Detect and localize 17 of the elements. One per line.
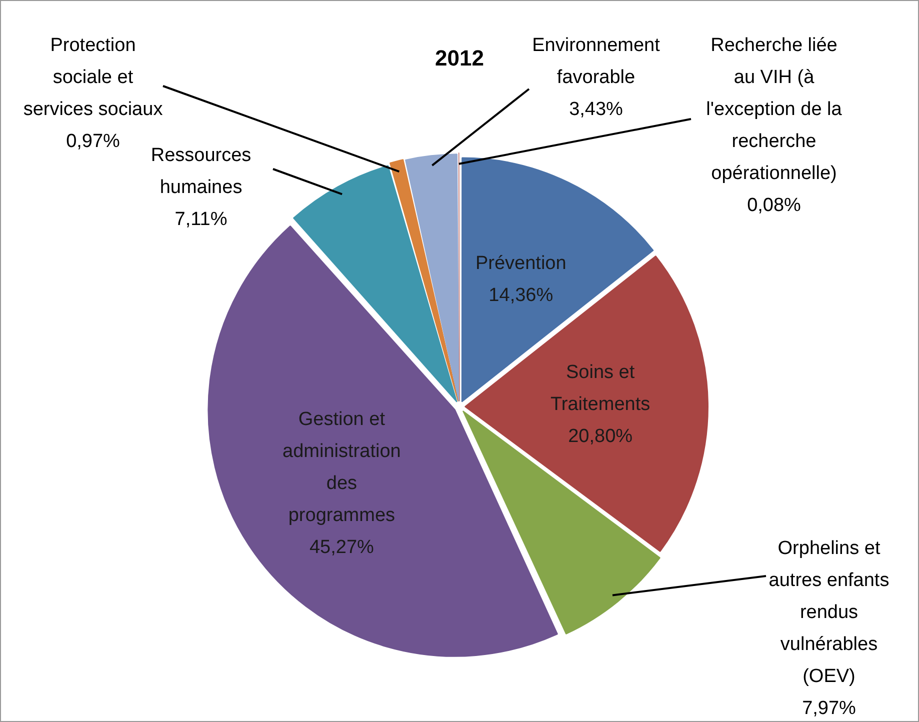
data-label: 7,11%	[174, 209, 228, 230]
data-label: 3,43%	[569, 99, 624, 120]
data-label: 0,97%	[66, 131, 120, 152]
slice-label: Recherche liée au VIH (à l'exception de la recherche opérationnelle)	[706, 35, 842, 184]
chart-title: 2012	[435, 45, 484, 70]
slice-label: Ressources humaines	[150, 145, 252, 198]
data-label: 7,97%	[802, 698, 856, 720]
data-label: 0,08%	[747, 195, 802, 216]
data-label: 45,27%	[309, 537, 374, 558]
slice-label: Prévention	[475, 253, 566, 274]
data-label: 20,80%	[568, 426, 633, 447]
slice-label: Environnement favorable	[532, 35, 661, 88]
data-label: 14,36%	[488, 285, 554, 306]
slice-label: Protection sociale et services sociaux	[23, 35, 164, 120]
slice-label: Soins et Traitements	[550, 362, 650, 415]
slice-label: Gestion et administration des programmes	[282, 409, 401, 526]
slice-label: Orphelins et autres enfants rendus vulnérables (OEV)	[768, 538, 890, 688]
